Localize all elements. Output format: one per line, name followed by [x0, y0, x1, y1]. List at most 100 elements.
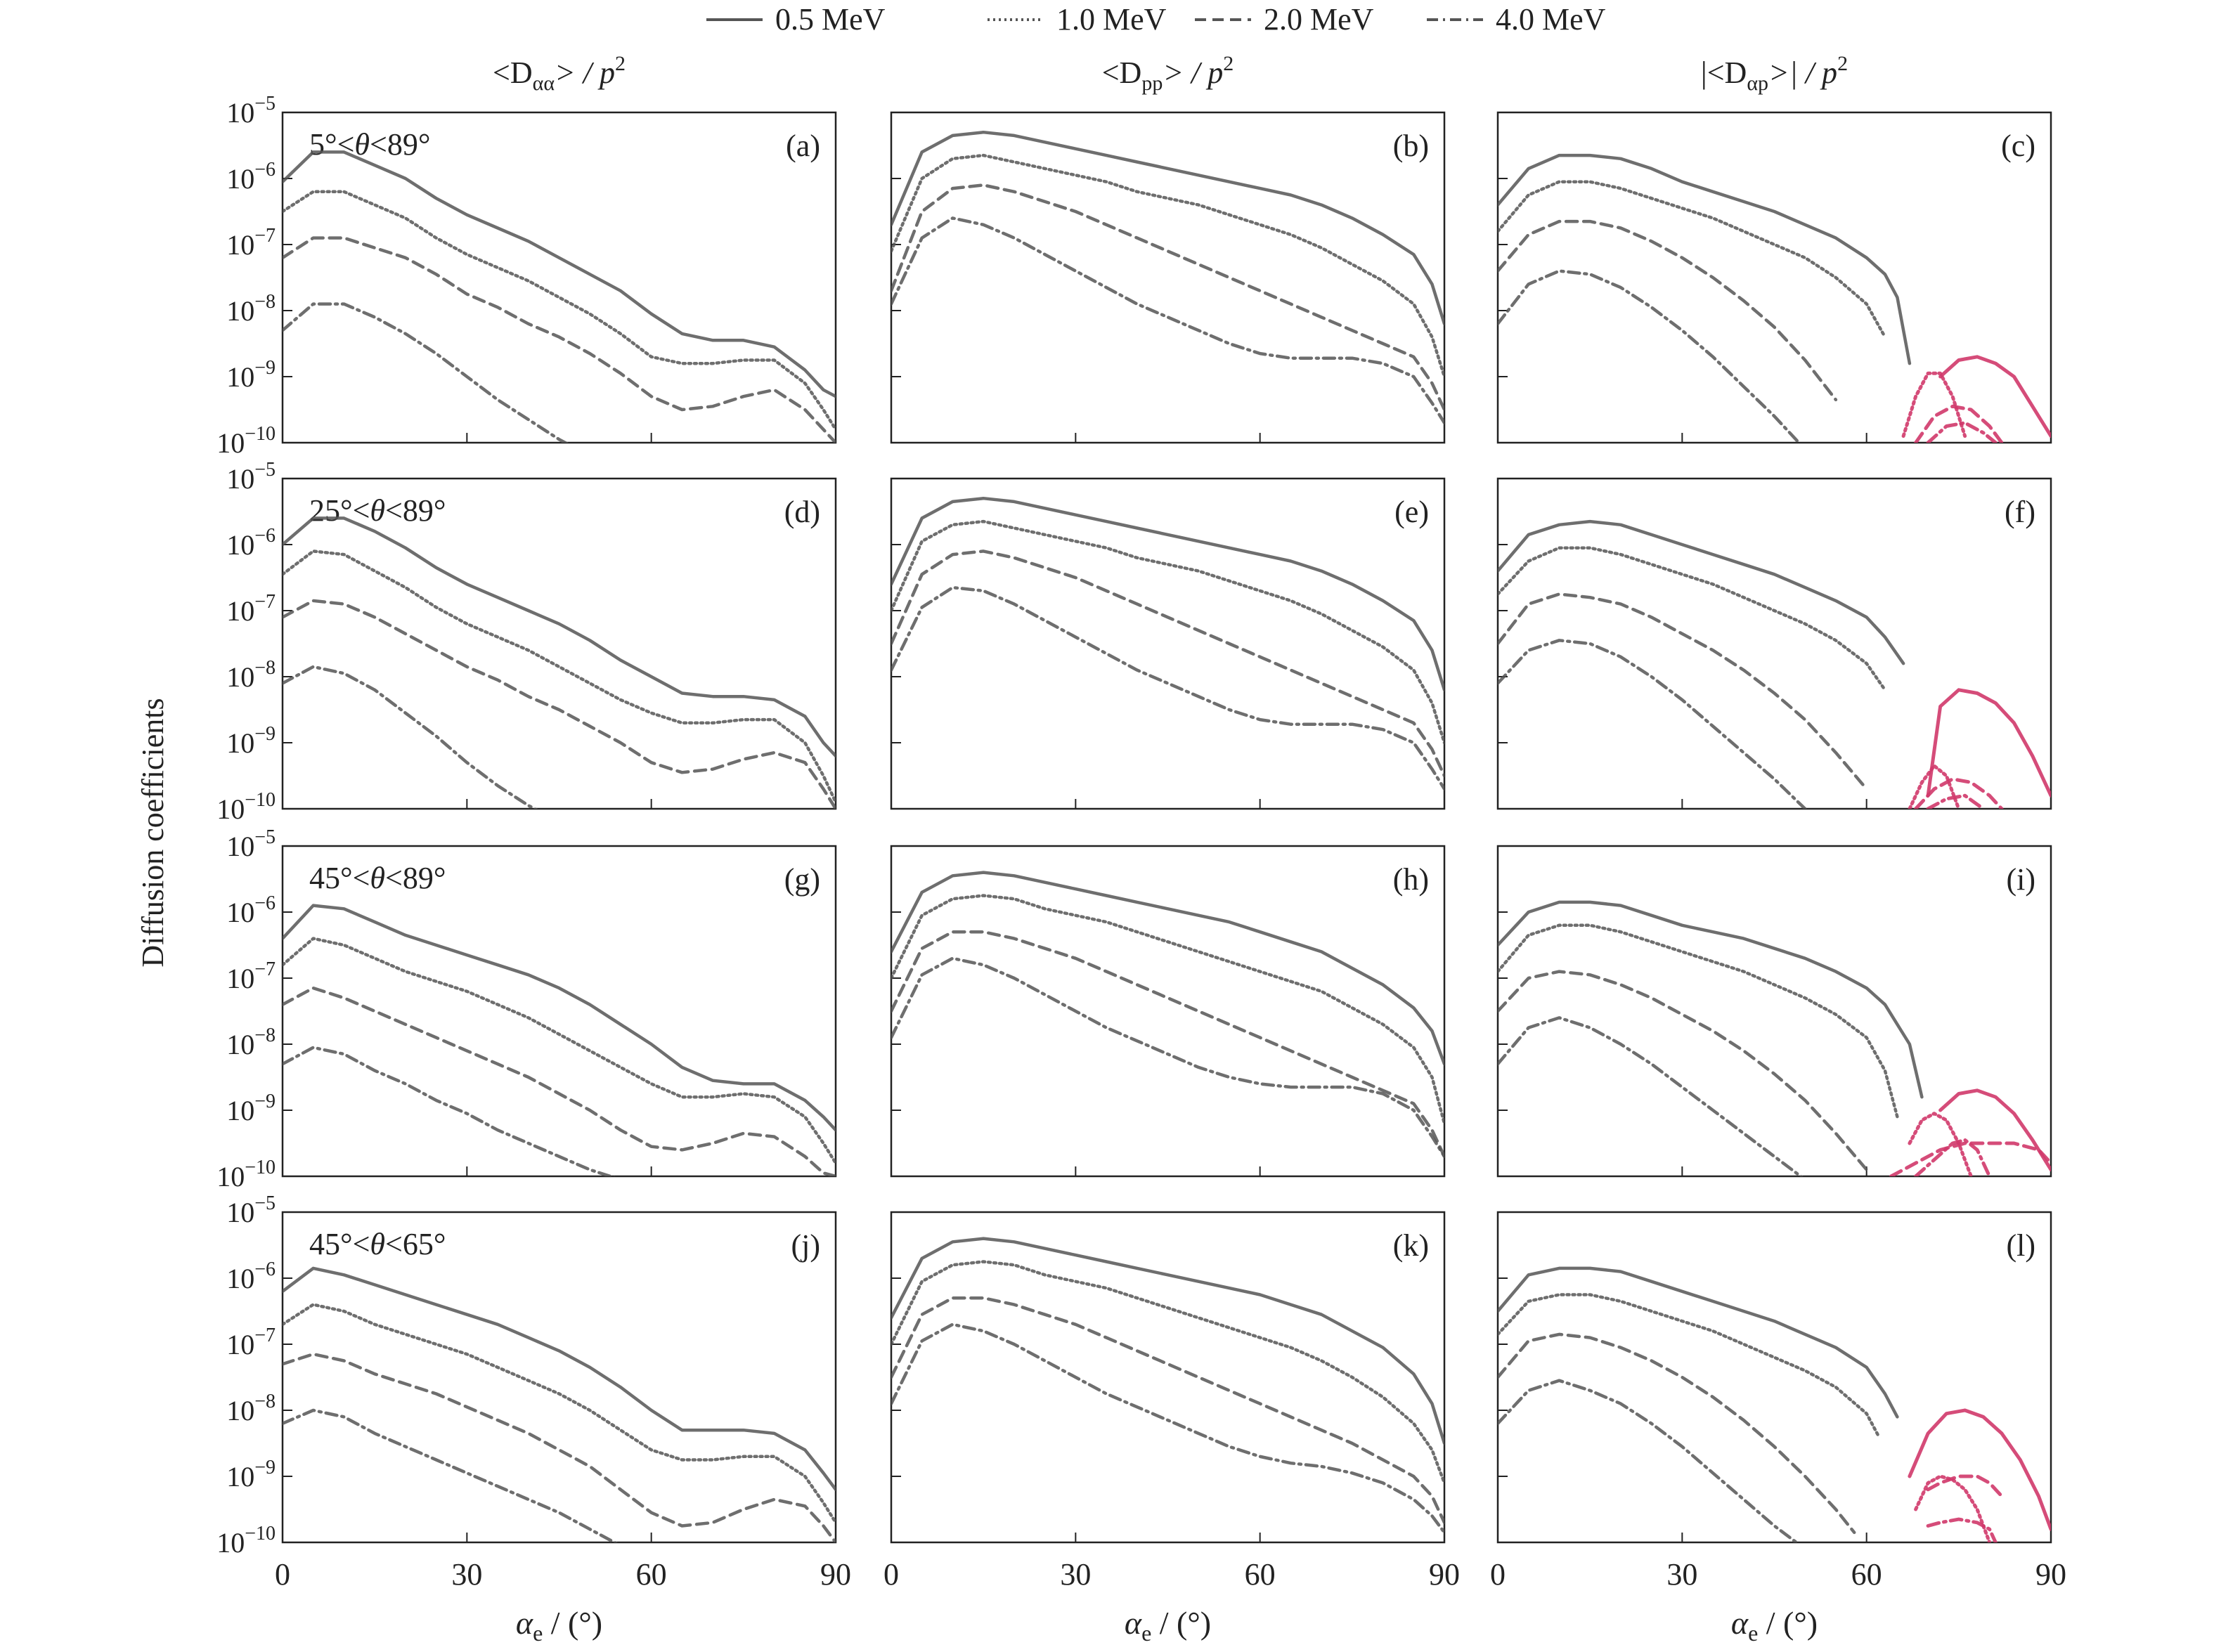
- series-line: [283, 302, 569, 443]
- panel-label: (e): [1394, 495, 1429, 529]
- panel: 10−10 10−9 10−8 10−7 10−6 10−5 (a) 5°<θ<89°: [216, 93, 837, 459]
- y-tick-label: 10−8: [226, 1391, 276, 1426]
- series-line: [891, 871, 1444, 1066]
- column-titles: <Dαα> / p2 <Dpp> / p2 |<Dαp>| / p2: [493, 52, 1848, 95]
- positive-series-line: [1926, 1474, 2004, 1498]
- y-tick-label: 10−8: [226, 657, 276, 693]
- series-line: [891, 894, 1444, 1126]
- positive-series-line: [1908, 1112, 1973, 1176]
- series-line: [891, 930, 1444, 1159]
- series-line: [1498, 219, 1838, 402]
- y-tick-label: 10−10: [216, 423, 276, 459]
- plot-frame: [281, 1211, 837, 1544]
- x-axis-label: αe / (°): [516, 1605, 602, 1646]
- panel: (b): [890, 111, 1446, 444]
- theta-range-label: 45°<θ<89°: [309, 861, 446, 895]
- series-line: [283, 549, 836, 804]
- y-tick-label: 10−7: [226, 225, 276, 261]
- series-line: [891, 585, 1444, 791]
- positive-series-line: [1926, 421, 1998, 443]
- panel: 10−10 10−9 10−8 10−7 10−6 10−5 (g) 45°<θ<89°: [216, 826, 837, 1192]
- y-tick-label: 10−5: [226, 459, 276, 495]
- series-line: [283, 904, 836, 1132]
- panel: 10−10 10−9 10−8 10−7 10−6 10−5 0 30 60 90 (j) 45°<θ…: [216, 1192, 851, 1592]
- column-title: <Dpp> / p2: [1102, 52, 1234, 95]
- panel: (e): [890, 477, 1446, 810]
- x-tick-label: 0: [883, 1557, 899, 1592]
- plot-frame: [890, 111, 1446, 444]
- panel-label: (i): [2006, 862, 2035, 897]
- series-line: [1498, 180, 1887, 339]
- panel-label: (f): [2005, 495, 2035, 529]
- y-tick-label: 10−6: [226, 892, 276, 928]
- panel: (i): [1496, 845, 2052, 1178]
- panels-grid: 10−10 10−9 10−8 10−7 10−6 10−5 (a) 5°<θ<89° (b) (…: [216, 93, 2066, 1592]
- series-line: [1498, 900, 1924, 1099]
- series-line: [891, 1322, 1444, 1535]
- series-line: [283, 150, 836, 398]
- positive-series-line: [1914, 1138, 1992, 1176]
- y-tick-label: 10−9: [226, 1457, 276, 1492]
- panel-label: (g): [784, 862, 820, 897]
- positive-series-line: [1938, 355, 2051, 438]
- series-line: [283, 937, 836, 1165]
- plot-frame: [1496, 845, 2052, 1178]
- series-line: [1498, 1332, 1856, 1535]
- y-tick-label: 10−7: [226, 591, 276, 627]
- y-tick-label: 10−5: [226, 93, 276, 129]
- series-line: [1498, 1379, 1799, 1542]
- series-line: [283, 599, 836, 809]
- series-line: [891, 1260, 1444, 1485]
- legend-item: 1.0 MeV: [988, 2, 1167, 37]
- x-axis-label: αe / (°): [1125, 1605, 1211, 1646]
- series-line: [1498, 639, 1807, 809]
- x-tick-label: 90: [820, 1557, 851, 1592]
- y-tick-label: 10−9: [226, 723, 276, 759]
- panel-label: (k): [1393, 1228, 1429, 1263]
- column-title: |<Dαp>| / p2: [1701, 52, 1848, 95]
- series-line: [891, 1237, 1444, 1445]
- positive-series-line: [1889, 1141, 2051, 1176]
- y-tick-label: 10−6: [226, 159, 276, 195]
- series-line: [283, 1266, 836, 1492]
- positive-series-line: [1926, 1517, 1998, 1542]
- positive-series-line: [1926, 793, 1986, 809]
- legend-label: 2.0 MeV: [1264, 2, 1374, 37]
- panel-label: (j): [791, 1228, 820, 1263]
- series-line: [283, 516, 836, 758]
- series-line: [283, 1303, 836, 1525]
- y-tick-label: 10−10: [216, 1523, 276, 1559]
- y-tick-label: 10−10: [216, 789, 276, 825]
- legend-label: 4.0 MeV: [1496, 2, 1606, 37]
- y-tick-label: 10−5: [226, 1192, 276, 1228]
- positive-series-line: [1908, 764, 1961, 809]
- theta-range-label: 45°<θ<65°: [309, 1227, 446, 1261]
- legend-label: 1.0 MeV: [1056, 2, 1167, 37]
- plot-frame: [281, 111, 837, 444]
- series-line: [1498, 923, 1899, 1119]
- positive-series-line: [1914, 777, 2004, 809]
- panel: 10−10 10−9 10−8 10−7 10−6 10−5 (d) 25°<θ<89°: [216, 459, 837, 825]
- legend-label: 0.5 MeV: [775, 2, 886, 37]
- series-line: [891, 216, 1444, 425]
- plot-frame: [281, 477, 837, 810]
- panel: 0 30 60 90 (l): [1490, 1211, 2066, 1592]
- panel: (h): [890, 845, 1446, 1178]
- panel-label: (b): [1393, 129, 1429, 163]
- y-tick-label: 10−9: [226, 357, 276, 393]
- y-tick-label: 10−8: [226, 1025, 276, 1060]
- x-tick-label: 30: [1666, 1557, 1697, 1592]
- plot-frame: [890, 477, 1446, 810]
- x-tick-label: 60: [1245, 1557, 1276, 1592]
- x-axis-label: αe / (°): [1731, 1605, 1818, 1646]
- y-tick-label: 10−5: [226, 826, 276, 862]
- series-line: [891, 496, 1444, 692]
- series-line: [1498, 153, 1912, 365]
- positive-series-line: [1926, 688, 2051, 798]
- series-line: [283, 665, 538, 809]
- series-line: [891, 1296, 1444, 1525]
- series-line: [891, 956, 1444, 1159]
- theta-range-label: 25°<θ<89°: [309, 493, 446, 528]
- y-tick-label: 10−8: [226, 291, 276, 327]
- series-line: [1498, 1016, 1804, 1176]
